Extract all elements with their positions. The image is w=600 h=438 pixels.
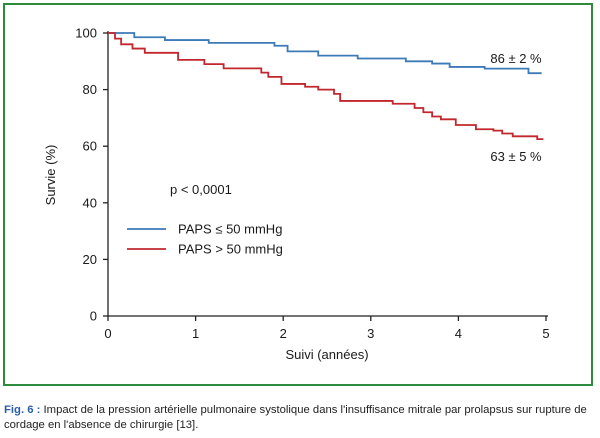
- x-tick-label: 0: [104, 326, 111, 341]
- x-tick-label: 5: [542, 326, 549, 341]
- pvalue-annotation: p < 0,0001: [170, 182, 232, 197]
- x-tick-label: 4: [455, 326, 462, 341]
- y-axis-label: Survie (%): [43, 145, 58, 206]
- x-axis-label: Suivi (années): [285, 347, 368, 362]
- y-tick-label: 100: [75, 26, 97, 41]
- figure-frame: [3, 3, 593, 386]
- y-tick-label: 20: [83, 252, 97, 267]
- axes: 0 20 40 60 80 100 0 1 2 3 4 5: [75, 26, 549, 342]
- legend-label-2: PAPS > 50 mmHg: [178, 242, 283, 257]
- series-layer: 86 ± 2 % 63 ± 5 %: [108, 32, 544, 164]
- series-end-label-2: 63 ± 5 %: [490, 149, 542, 164]
- series-end-label-1: 86 ± 2 %: [490, 51, 542, 66]
- caption-text: Impact de la pression artérielle pulmona…: [4, 404, 587, 431]
- series-line-2: [108, 32, 544, 141]
- y-tick-label: 80: [83, 82, 97, 97]
- x-tick-label: 2: [280, 326, 287, 341]
- legend: PAPS ≤ 50 mmHg PAPS > 50 mmHg: [127, 222, 283, 257]
- y-tick-label: 60: [83, 139, 97, 154]
- y-tick-label: 0: [90, 309, 97, 324]
- y-tick-label: 40: [83, 195, 97, 210]
- x-tick-label: 3: [367, 326, 374, 341]
- legend-label-1: PAPS ≤ 50 mmHg: [178, 222, 282, 237]
- survival-chart: 0 20 40 60 80 100 0 1 2 3 4 5 86 ± 2 % 63 ± 5 % PAPS…: [43, 26, 550, 363]
- figure-caption: Fig. 6 : Impact de la pression artériell…: [4, 403, 598, 433]
- x-tick-label: 1: [192, 326, 199, 341]
- series-line-1: [108, 32, 542, 75]
- caption-label: Fig. 6 :: [4, 404, 41, 416]
